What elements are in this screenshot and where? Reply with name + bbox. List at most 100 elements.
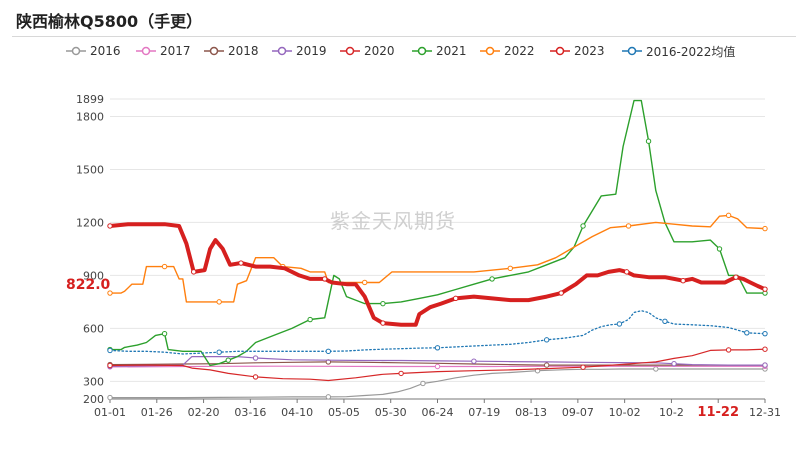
series-point <box>398 370 404 377</box>
series-point <box>107 362 113 369</box>
series-line <box>109 99 766 367</box>
series-point <box>107 290 113 296</box>
legend-item[interactable]: 2016-2022均值 <box>622 40 735 62</box>
series-point <box>662 318 668 325</box>
series-point <box>225 357 231 363</box>
legend-marker-icon <box>272 46 292 56</box>
title-divider <box>12 36 796 37</box>
legend-label: 2016-2022均值 <box>646 44 736 59</box>
legend-label: 2017 <box>160 44 191 58</box>
series-point <box>452 295 459 302</box>
series-point <box>238 260 244 266</box>
series-point <box>434 345 441 351</box>
x-tick-label: 02-20 <box>188 406 220 419</box>
series-point <box>507 265 513 272</box>
series-point <box>325 394 332 400</box>
x-tick-label: 01-01 <box>94 406 126 419</box>
legend-label: 2022 <box>504 44 535 58</box>
legend-item[interactable]: 2020 <box>340 40 395 62</box>
series-point <box>671 360 677 367</box>
series-point <box>543 362 550 368</box>
x-tick-label: 11-22 <box>697 405 739 420</box>
x-tick-label: 05-30 <box>375 406 407 419</box>
legend-item[interactable]: 2023 <box>550 40 605 62</box>
series-point <box>625 223 632 229</box>
x-tick-label: 10-02 <box>609 406 641 419</box>
series-point <box>107 347 113 354</box>
legend-item[interactable]: 2022 <box>480 40 535 62</box>
series-point <box>161 330 168 337</box>
y-tick-label: 1500 <box>76 163 104 176</box>
series-point <box>252 355 259 361</box>
legend-item[interactable]: 2017 <box>136 40 191 62</box>
series-point <box>762 362 768 368</box>
x-tick-label: 09-07 <box>562 406 594 419</box>
x-tick-label: 12-31 <box>749 406 781 419</box>
legend-marker-icon <box>622 46 642 56</box>
legend-marker-icon <box>412 46 432 56</box>
page-title: 陕西榆林Q5800（手更） <box>16 12 203 31</box>
series-point <box>380 300 386 307</box>
x-tick-label: 03-16 <box>234 406 266 419</box>
series-point <box>580 364 586 370</box>
legend-item[interactable]: 2016 <box>66 40 121 62</box>
series-point <box>716 246 723 252</box>
series-point <box>380 320 386 326</box>
series-point <box>762 346 768 352</box>
series-point <box>489 276 495 282</box>
series-line <box>108 222 767 327</box>
legend-label: 2016 <box>90 44 121 58</box>
x-tick-label: 07-19 <box>468 406 500 419</box>
series-point <box>434 363 441 370</box>
x-tick-label: 10-2 <box>659 406 684 419</box>
series-point <box>252 374 259 380</box>
series-point <box>653 366 659 372</box>
series-line <box>109 368 766 399</box>
legend-item[interactable]: 2019 <box>272 40 327 62</box>
x-tick-label: 04-10 <box>281 406 313 419</box>
legend-label: 2023 <box>574 44 605 58</box>
series-point <box>725 212 732 219</box>
y-tick-label: 1800 <box>76 110 104 123</box>
series-point <box>624 269 630 275</box>
legend-marker-icon <box>66 46 86 56</box>
legend-marker-icon <box>480 46 500 56</box>
legend-item[interactable]: 2018 <box>204 40 259 62</box>
legend-marker-icon <box>550 46 570 56</box>
x-tick-label: 06-24 <box>422 406 454 419</box>
series-point <box>161 263 168 270</box>
series-point <box>744 330 750 336</box>
series-point <box>190 269 197 275</box>
y-tick-label: 1200 <box>76 216 104 229</box>
series-point <box>733 274 739 280</box>
series-line <box>109 348 766 382</box>
series-point <box>762 286 768 292</box>
series-point <box>558 290 564 296</box>
y-tick-label: 600 <box>83 322 104 335</box>
y-tick-label: 300 <box>83 375 104 388</box>
legend-marker-icon <box>340 46 360 56</box>
x-tick-label: 05-05 <box>328 406 360 419</box>
series-point <box>420 380 426 387</box>
series-line <box>109 356 766 367</box>
legend-label: 2021 <box>436 44 467 58</box>
legend-item[interactable]: 2021 <box>412 40 467 62</box>
series-point <box>107 223 113 229</box>
series-point <box>762 330 768 337</box>
x-tick-label: 01-26 <box>141 406 173 419</box>
series-point <box>362 279 368 286</box>
series-point <box>216 299 222 305</box>
legend-label: 2019 <box>296 44 327 58</box>
legend-marker-icon <box>136 46 156 56</box>
legend-label: 2020 <box>364 44 395 58</box>
series-point <box>321 276 328 282</box>
y-tick-label: 1899 <box>76 93 104 106</box>
series-point <box>580 223 586 229</box>
series-point <box>645 138 652 144</box>
series-point <box>307 316 313 323</box>
y-tick-label: 200 <box>83 393 104 406</box>
series-point <box>616 321 623 327</box>
current-value-label: 822.0 <box>66 277 111 293</box>
legend-marker-icon <box>204 46 224 56</box>
